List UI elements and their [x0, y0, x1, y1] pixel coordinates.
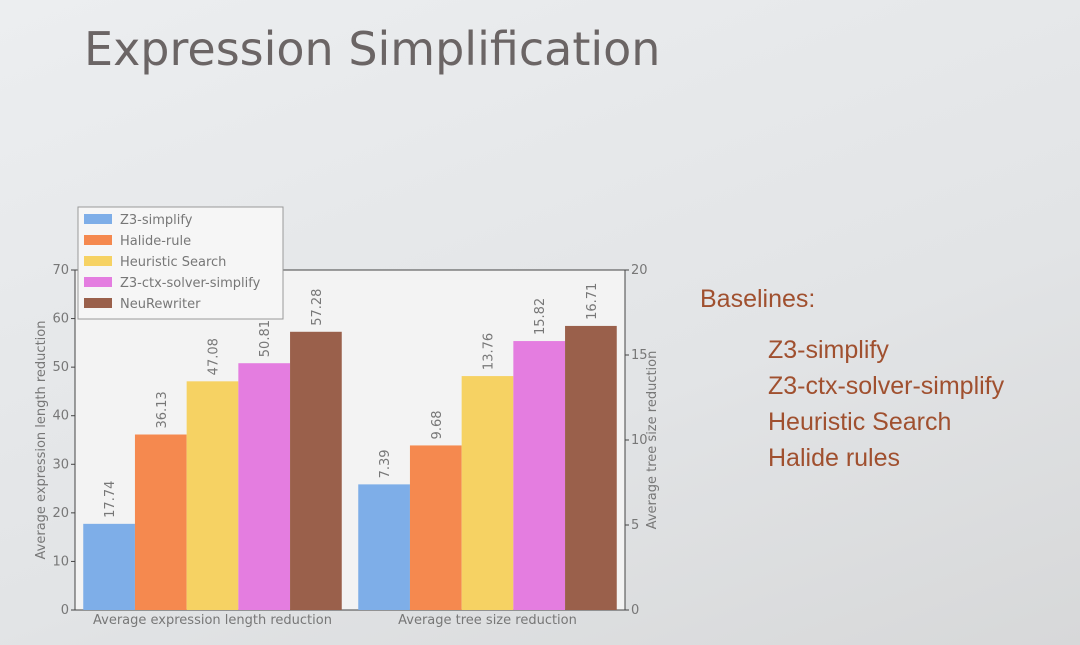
x-tick-label: Average tree size reduction [398, 613, 577, 628]
value-label: 13.76 [482, 333, 497, 370]
bar [83, 523, 135, 610]
y-tick-label: 20 [52, 506, 69, 521]
value-label: 50.81 [258, 320, 273, 357]
baseline-item: Halide rules [768, 444, 901, 472]
y2-tick-label: 5 [631, 518, 639, 533]
value-label: 47.08 [207, 338, 222, 375]
slide-title: Expression Simplification [84, 22, 661, 76]
legend-box [77, 206, 284, 320]
bar [186, 381, 239, 610]
baseline-item: Heuristic Search [768, 408, 952, 436]
legend-swatch [84, 277, 112, 287]
baselines-heading: Baselines: [700, 285, 816, 313]
legend-label: Halide-rule [120, 234, 191, 249]
legend-swatch [84, 214, 112, 224]
y-tick-label: 50 [52, 360, 69, 375]
value-label: 57.28 [310, 289, 325, 326]
y2-axis-label: Average tree size reduction [645, 351, 660, 530]
baselines: Baselines: Z3-simplify Z3-ctx-solver-simp… [700, 285, 1004, 476]
y-tick-label: 30 [52, 457, 69, 472]
x-tick-label: Average expression length reduction [93, 613, 332, 628]
legend: Z3-simplify Halide-rule Heuristic Search Z3… [77, 206, 284, 320]
legend-label: Z3-simplify [120, 213, 193, 228]
value-label: 36.13 [155, 391, 170, 428]
baseline-item: Z3-simplify [768, 336, 889, 364]
y-tick-label: 0 [61, 603, 69, 618]
y2-tick-label: 0 [631, 603, 639, 618]
bar [513, 341, 566, 610]
y-tick-label: 40 [52, 409, 69, 424]
bar [134, 434, 187, 610]
legend-swatch [84, 298, 112, 308]
value-label: 9.68 [430, 410, 445, 439]
baseline-item: Z3-ctx-solver-simplify [768, 372, 1005, 400]
bar [409, 445, 462, 610]
legend-label: Z3-ctx-solver-simplify [120, 276, 261, 291]
legend-label: Heuristic Search [120, 255, 226, 270]
y2-tick-label: 15 [631, 348, 648, 363]
legend-swatch [84, 235, 112, 245]
bar [238, 363, 291, 610]
bar [565, 325, 617, 610]
bar [290, 331, 342, 610]
value-label: 16.71 [585, 283, 600, 320]
y2-tick-label: 10 [631, 433, 648, 448]
legend-swatch [84, 256, 112, 266]
y-tick-label: 60 [52, 312, 69, 327]
y2-tick-label: 20 [631, 263, 648, 278]
bar [358, 484, 410, 610]
y-tick-label: 70 [52, 263, 69, 278]
baselines-list: Z3-simplify Z3-ctx-solver-simplify Heurist… [700, 332, 1004, 476]
y-axis-label: Average expression length reduction [34, 321, 49, 560]
legend-label: NeuRewriter [120, 297, 201, 312]
y-tick-label: 10 [52, 554, 69, 569]
bar [461, 376, 514, 610]
value-label: 17.74 [103, 481, 118, 518]
value-label: 15.82 [533, 298, 548, 335]
value-label: 7.39 [378, 449, 393, 478]
